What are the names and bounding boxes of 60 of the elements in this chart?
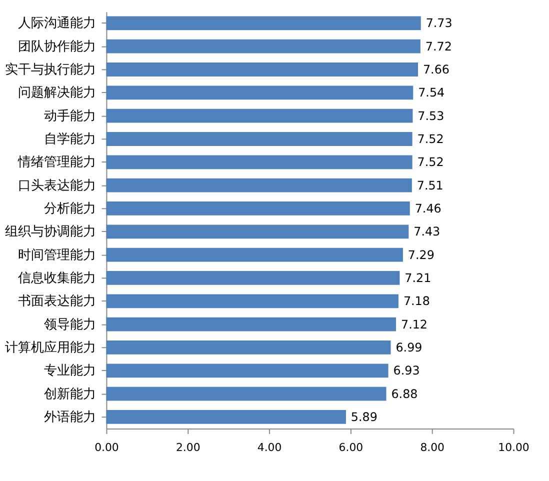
y-tick-label: 口头表达能力	[18, 178, 96, 194]
y-tick-label: 自学能力	[44, 132, 96, 147]
data-label: 5.89	[350, 410, 378, 424]
y-tick-label: 外语能力	[44, 410, 96, 425]
data-label: 7.53	[418, 108, 444, 123]
y-tick-label: 时间管理能力	[18, 248, 96, 263]
y-tick-label: 创新能力	[44, 386, 96, 402]
bar	[106, 224, 409, 239]
data-label: 7.29	[408, 248, 434, 262]
data-label: 7.21	[404, 270, 432, 285]
bar	[106, 317, 396, 332]
y-tick-label: 情绪管理能力	[16, 155, 96, 170]
bar	[106, 248, 403, 262]
data-label: 7.54	[418, 86, 445, 100]
data-label: 7.72	[425, 39, 452, 54]
bar	[106, 86, 414, 100]
data-label: 7.18	[403, 294, 430, 308]
bar	[106, 178, 412, 192]
y-tick-label: 实干与执行能力	[4, 62, 96, 78]
x-tick-label: 10.00	[498, 440, 530, 454]
bar	[106, 271, 400, 285]
y-tick-label: 团队协作能力	[18, 39, 96, 54]
data-label: 6.88	[391, 386, 418, 401]
x-tick-label: 4.00	[257, 440, 282, 454]
data-label: 7.52	[417, 132, 444, 146]
bar	[106, 410, 346, 424]
data-label: 7.43	[414, 224, 440, 239]
y-tick-label: 动手能力	[44, 108, 96, 124]
bar	[106, 340, 391, 354]
y-tick-label: 人际沟通能力	[18, 16, 96, 32]
y-tick-label: 书面表达能力	[18, 294, 96, 310]
x-tick-label: 8.00	[420, 440, 445, 454]
x-tick-label: 6.00	[338, 440, 364, 454]
y-tick-label: 分析能力	[44, 201, 96, 216]
x-tick-label: 2.00	[176, 440, 200, 454]
bar	[106, 39, 420, 54]
data-label: 7.51	[416, 178, 444, 192]
data-label: 7.12	[401, 317, 428, 332]
data-label: 6.99	[396, 340, 422, 354]
data-label: 7.52	[417, 155, 444, 170]
y-tick-label: 专业能力	[44, 364, 96, 379]
y-tick-label: 组织与协调能力	[4, 224, 96, 240]
bar	[106, 364, 388, 378]
y-tick-label: 领导能力	[44, 317, 96, 332]
bar	[106, 16, 421, 30]
bar	[106, 62, 418, 76]
bar	[106, 155, 412, 170]
bar	[106, 386, 386, 401]
data-label: 7.46	[414, 201, 442, 216]
data-label: 7.73	[426, 16, 452, 30]
y-tick-label: 问题解决能力	[18, 86, 96, 101]
bar	[106, 294, 398, 308]
y-tick-label: 计算机应用能力	[4, 339, 96, 356]
data-label: 6.93	[393, 364, 420, 378]
bar	[106, 202, 410, 216]
y-tick-label: 信息收集能力	[18, 270, 96, 286]
x-tick-label: 0.00	[94, 440, 119, 454]
bar	[106, 132, 412, 146]
data-label: 7.66	[422, 62, 450, 76]
bar	[106, 108, 413, 123]
